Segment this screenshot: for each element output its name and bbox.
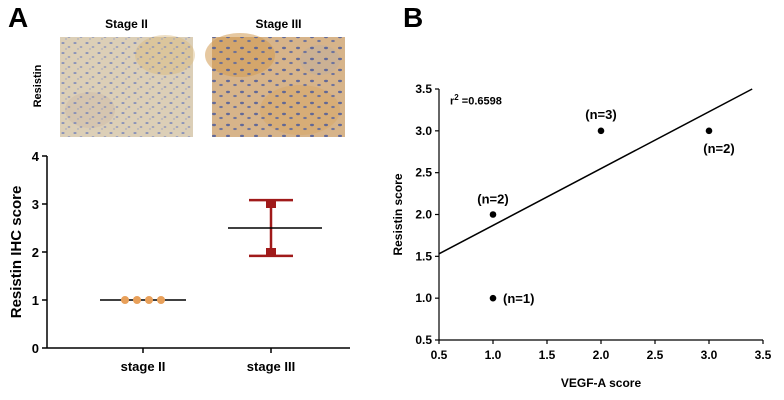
stage-ii-ihc-image xyxy=(60,35,195,137)
y-tick-label: 3.5 xyxy=(415,82,432,96)
regression-line xyxy=(438,88,753,255)
panel-b-letter: B xyxy=(403,2,424,33)
y-tick-label: 1 xyxy=(32,293,39,308)
x-tick-label: 2.5 xyxy=(647,348,664,362)
y-axis-title: Resistin IHC score xyxy=(8,186,25,319)
x-axis-title: VEGF-A score xyxy=(561,376,642,390)
stage-ii-data-point xyxy=(133,296,141,304)
stage-iii-data-point xyxy=(266,200,276,208)
x-tick-label: stage II xyxy=(121,359,166,374)
stage-ii-data-point xyxy=(157,296,165,304)
r2-superscript: 2 xyxy=(454,93,459,102)
y-tick-label: 2.0 xyxy=(415,208,432,222)
point-count-label: (n=2) xyxy=(477,192,508,207)
panel-a-letter: A xyxy=(8,2,29,33)
y-tick-label: 4 xyxy=(32,149,40,164)
y-tick-label: 0.5 xyxy=(415,333,432,347)
ihc-score-chart: 0 1 2 3 4 stage II stage III Resistin IHC score xyxy=(8,149,350,374)
point-count-label: (n=1) xyxy=(503,291,534,306)
scatter-point xyxy=(489,294,497,302)
r-squared-annotation: r2 =0.6598 xyxy=(450,93,502,108)
x-tick-label: 1.5 xyxy=(539,348,556,362)
r2-value: =0.6598 xyxy=(458,95,502,108)
r2-label: r xyxy=(450,95,455,108)
stage-ii-image-title: Stage II xyxy=(105,17,148,31)
x-tick-label: 3.5 xyxy=(755,348,772,362)
y-tick-label: 0 xyxy=(32,341,39,356)
scatter-point xyxy=(705,127,713,135)
scatter-point xyxy=(489,211,497,218)
y-tick-label: 2 xyxy=(32,245,39,260)
x-tick-label: 0.5 xyxy=(431,348,448,362)
x-tick-label: 3.0 xyxy=(701,348,718,362)
y-tick-label: 2.5 xyxy=(415,166,432,180)
x-tick-label: stage III xyxy=(247,359,295,374)
stage-iii-data-point xyxy=(266,248,276,256)
stage-iii-image-title: Stage III xyxy=(255,17,302,31)
scatter-point xyxy=(597,127,605,135)
stage-ii-data-point xyxy=(121,296,129,304)
correlation-chart: 0.5 1.0 1.5 2.0 2.5 3.0 3.5 0.5 1.0 1.5 2.0 2.5 3.0 3… xyxy=(391,82,772,390)
y-tick-label: 3.0 xyxy=(415,124,432,138)
stage-ii-data-point xyxy=(145,296,153,304)
x-tick-label: 2.0 xyxy=(593,348,610,362)
y-axis-title: Resistin score xyxy=(391,173,405,255)
x-tick-label: 1.0 xyxy=(485,348,502,362)
y-tick-label: 1.0 xyxy=(415,291,432,305)
y-tick-label: 1.5 xyxy=(415,249,432,263)
point-count-label: (n=3) xyxy=(585,107,616,122)
point-count-label: (n=2) xyxy=(703,141,734,156)
y-tick-label: 3 xyxy=(32,197,39,212)
stage-iii-ihc-image xyxy=(205,33,345,137)
